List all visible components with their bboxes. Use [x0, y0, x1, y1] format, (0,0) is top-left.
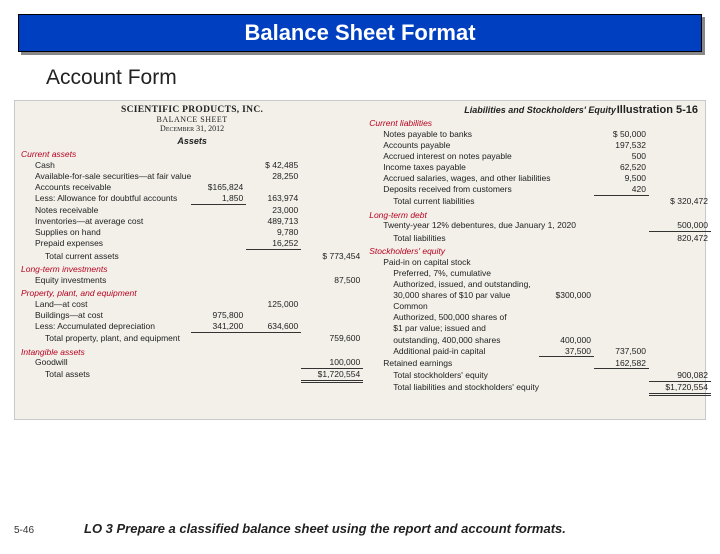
learning-objective: LO 3 Prepare a classified balance sheet …: [84, 521, 704, 536]
company-block: SCIENTIFIC PRODUCTS, INC. BALANCE SHEET …: [21, 105, 363, 133]
slide-subtitle: Account Form: [46, 66, 720, 90]
value: $ 50,000: [594, 129, 649, 140]
section-intangibles: Intangible assets: [21, 347, 363, 357]
label: Buildings—at cost: [21, 310, 191, 321]
label: Authorized, 500,000 shares of: [369, 312, 594, 323]
value: 500: [594, 151, 649, 162]
label: Accounts payable: [369, 140, 594, 151]
label: Twenty-year 12% debentures, due January …: [369, 220, 594, 232]
label: Total assets: [21, 369, 191, 383]
value: 16,252: [246, 238, 301, 250]
label: $1 par value; issued and: [369, 323, 594, 334]
slide-title-bar: Balance Sheet Format: [18, 14, 702, 52]
value: 28,250: [246, 171, 301, 182]
illustration-label: Illustration 5-16: [617, 104, 698, 116]
liab-equity-column: Liabilities and Stockholders' Equity Cur…: [369, 105, 711, 411]
value: 400,000: [539, 335, 594, 346]
label: Preferred, 7%, cumulative: [369, 268, 594, 279]
page-number: 5-46: [14, 525, 34, 536]
label: Total liabilities and stockholders' equi…: [369, 382, 539, 396]
value: 125,000: [246, 299, 301, 310]
doc-date: December 31, 2012: [21, 124, 363, 133]
label: Total property, plant, and equipment: [21, 333, 191, 344]
slide-title: Balance Sheet Format: [244, 20, 475, 45]
label: Land—at cost: [21, 299, 191, 310]
label: Retained earnings: [369, 358, 539, 370]
label: Goodwill: [21, 357, 191, 369]
value: 23,000: [246, 205, 301, 216]
value: $ 320,472: [649, 196, 711, 207]
label: Notes receivable: [21, 205, 191, 216]
section-lt-debt: Long-term debt: [369, 210, 711, 220]
section-ppe: Property, plant, and equipment: [21, 288, 363, 298]
label: outstanding, 400,000 shares: [369, 335, 539, 346]
label: Total current assets: [21, 251, 191, 262]
value: $ 42,485: [246, 160, 301, 171]
section-current-assets: Current assets: [21, 149, 363, 159]
value: 1,850: [191, 193, 246, 205]
value: 341,200: [191, 321, 246, 333]
assets-header: Assets: [21, 136, 363, 146]
value: 163,974: [246, 193, 301, 205]
value: 634,600: [246, 321, 301, 333]
label: Available-for-sale securities—at fair va…: [21, 171, 191, 182]
value: $1,720,554: [649, 382, 711, 396]
section-current-liab: Current liabilities: [369, 118, 711, 128]
value: 737,500: [594, 346, 649, 358]
value: $1,720,554: [301, 369, 363, 383]
value: $300,000: [539, 290, 594, 301]
label: Accrued interest on notes payable: [369, 151, 594, 162]
balance-sheet: SCIENTIFIC PRODUCTS, INC. BALANCE SHEET …: [14, 100, 706, 420]
label: Prepaid expenses: [21, 238, 191, 250]
value: 500,000: [649, 220, 711, 232]
label: 30,000 shares of $10 par value: [369, 290, 539, 301]
label: Less: Accumulated depreciation: [21, 321, 191, 333]
value: 87,500: [301, 275, 363, 286]
assets-column: SCIENTIFIC PRODUCTS, INC. BALANCE SHEET …: [21, 105, 363, 411]
label: Total current liabilities: [369, 196, 594, 207]
label: Additional paid-in capital: [369, 346, 539, 358]
label: Less: Allowance for doubtful accounts: [21, 193, 191, 205]
value: 489,713: [246, 216, 301, 227]
value: 37,500: [539, 346, 594, 358]
label: Cash: [21, 160, 191, 171]
section-lt-investments: Long-term investments: [21, 264, 363, 274]
value: $165,824: [191, 182, 246, 193]
value: 162,582: [594, 358, 649, 370]
value: 9,780: [246, 227, 301, 238]
value: 62,520: [594, 162, 649, 173]
label: Deposits received from customers: [369, 184, 594, 196]
value: 197,532: [594, 140, 649, 151]
label: Common: [369, 301, 594, 312]
label: Notes payable to banks: [369, 129, 594, 140]
section-stockholders-equity: Stockholders' equity: [369, 246, 711, 256]
doc-title: BALANCE SHEET: [21, 115, 363, 124]
label: Paid-in on capital stock: [369, 257, 594, 268]
value: 100,000: [301, 357, 363, 369]
value: 900,082: [649, 370, 711, 382]
company-name: SCIENTIFIC PRODUCTS, INC.: [21, 105, 363, 115]
label: Total liabilities: [369, 233, 594, 244]
value: 820,472: [649, 233, 711, 244]
label: Total stockholders' equity: [369, 370, 539, 382]
label: Equity investments: [21, 275, 191, 286]
value: 420: [594, 184, 649, 196]
value: 759,600: [301, 333, 363, 344]
value: 975,800: [191, 310, 246, 321]
label: Inventories—at average cost: [21, 216, 191, 227]
value: 9,500: [594, 173, 649, 184]
label: Income taxes payable: [369, 162, 594, 173]
label: Accounts receivable: [21, 182, 191, 193]
label: Authorized, issued, and outstanding,: [369, 279, 594, 290]
label: Accrued salaries, wages, and other liabi…: [369, 173, 594, 184]
label: Supplies on hand: [21, 227, 191, 238]
value: $ 773,454: [301, 251, 363, 262]
